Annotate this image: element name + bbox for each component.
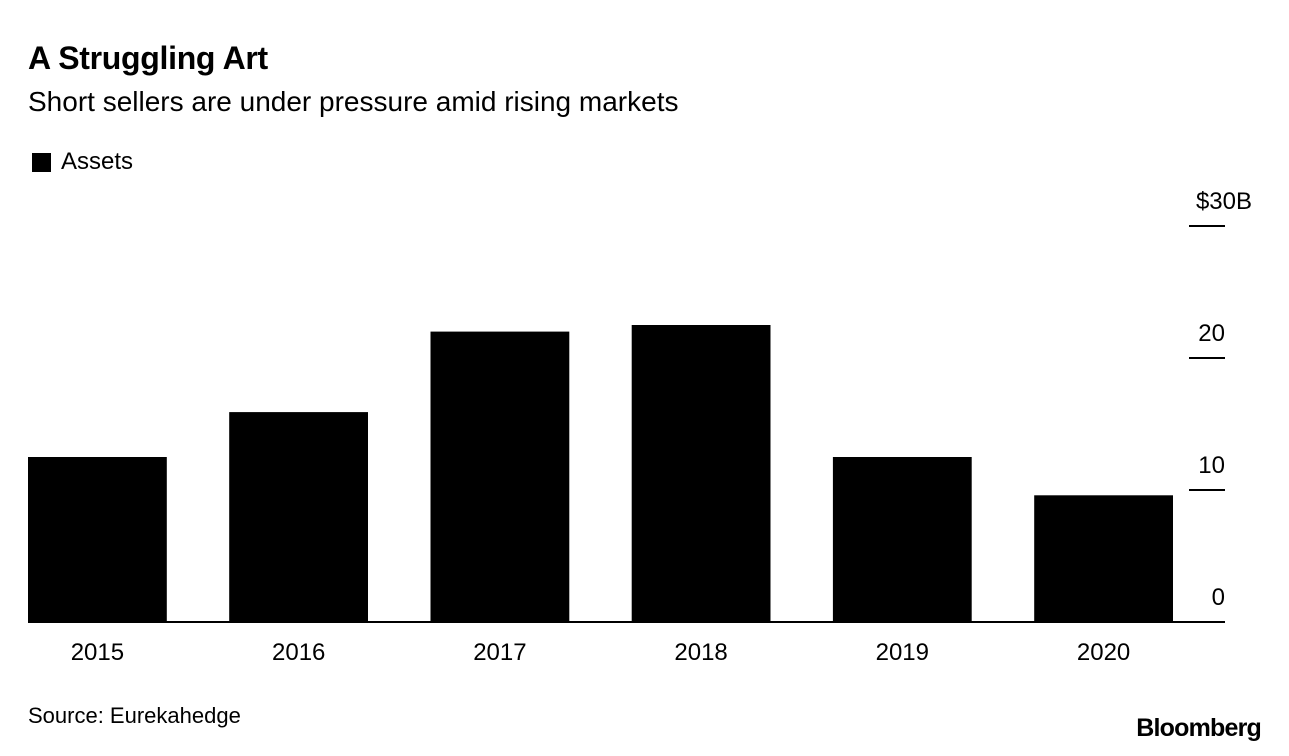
x-axis-labels: 2015 2016 2017 2018 2019 2020	[71, 639, 1131, 666]
y-tick-label-30: $30B	[1196, 188, 1252, 215]
y-tick-label-10: 10	[1198, 452, 1225, 479]
bar-2015	[28, 457, 167, 622]
chart-title: A Struggling Art	[28, 40, 268, 76]
source-note: Source: Eurekahedge	[28, 703, 241, 728]
x-tick-label-2018: 2018	[674, 639, 727, 666]
bloomberg-logo: Bloomberg	[1136, 714, 1262, 742]
x-tick-label-2015: 2015	[71, 639, 124, 666]
bar-2018	[631, 325, 771, 622]
chart-subtitle: Short sellers are under pressure amid ri…	[28, 86, 679, 117]
x-tick-label-2020: 2020	[1077, 639, 1130, 666]
x-tick-label-2019: 2019	[876, 639, 929, 666]
legend-swatch-assets	[32, 152, 51, 172]
bars-group	[28, 325, 1173, 622]
bar-2019	[832, 457, 972, 622]
x-tick-label-2017: 2017	[473, 639, 526, 666]
legend-label-assets: Assets	[61, 148, 134, 175]
y-tick-label-20: 20	[1198, 320, 1225, 347]
bar-2016	[229, 412, 368, 622]
bar-2020	[1034, 495, 1173, 622]
x-tick-label-2016: 2016	[272, 639, 325, 666]
y-axis-ticks: 0 10 20 $30B	[1189, 188, 1252, 611]
legend: Assets	[32, 148, 133, 176]
y-tick-label-0: 0	[1212, 584, 1225, 611]
bar-2017	[430, 331, 570, 622]
